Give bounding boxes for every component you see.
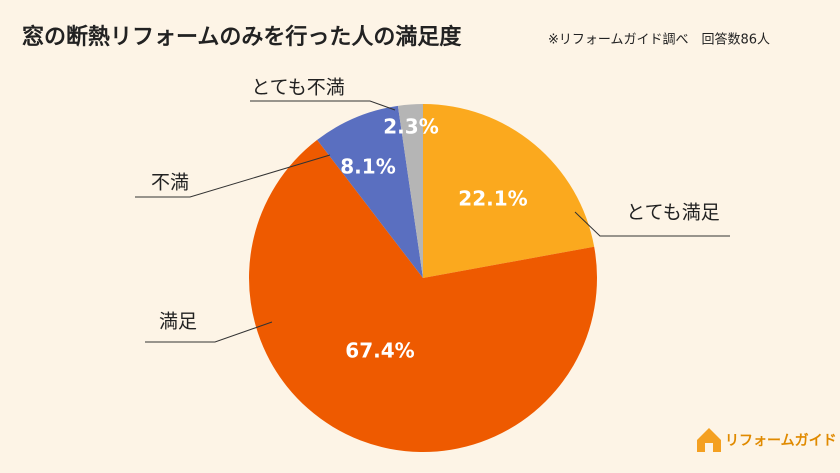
value-label: 8.1% — [340, 155, 395, 179]
logo-text: リフォームガイド — [725, 433, 837, 449]
category-label: 満足 — [159, 311, 197, 333]
pie-slice — [317, 105, 423, 278]
pie-slice — [397, 104, 423, 278]
chart-subtitle: ※リフォームガイド調べ 回答数86人 — [548, 32, 770, 48]
pie-slice — [423, 104, 595, 278]
leader-line — [574, 211, 730, 237]
value-label: 22.1% — [458, 187, 527, 211]
leader-line — [135, 154, 331, 198]
category-label: 不満 — [151, 172, 189, 194]
pie-slice — [249, 139, 597, 452]
chart-title: 窓の断熱リフォームのみを行った人の満足度 — [22, 24, 462, 50]
value-label: 67.4% — [345, 339, 414, 363]
value-label: 2.3% — [383, 115, 438, 139]
leader-line — [145, 321, 273, 343]
leader-line — [250, 100, 396, 111]
category-label: とても不満 — [251, 77, 344, 99]
logo-icon — [697, 428, 721, 452]
category-label: とても満足 — [626, 202, 719, 224]
